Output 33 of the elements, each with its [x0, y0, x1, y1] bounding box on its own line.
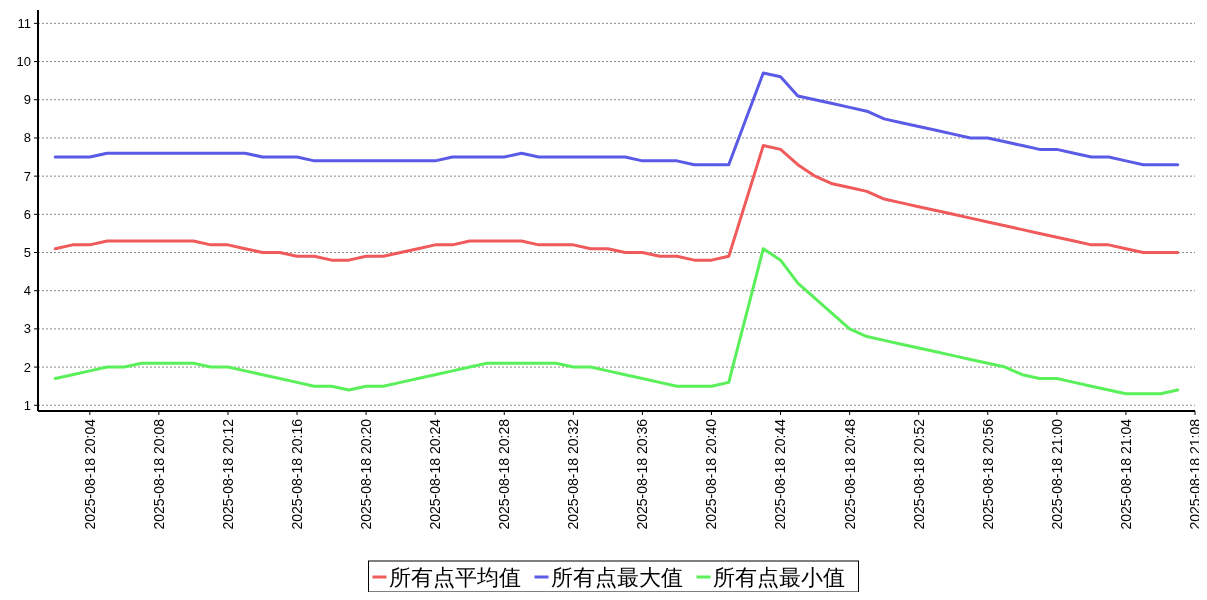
x-tick-label: 2025-08-18 20:20: [358, 418, 374, 530]
x-tick-label: 2025-08-18 20:40: [703, 418, 720, 530]
x-tick-label: 2025-08-18 20:04: [81, 418, 98, 530]
x-tick-label: 2025-08-18 20:24: [427, 418, 444, 530]
line-series: [53, 71, 1180, 167]
x-tick-label: 2025-08-18 20:28: [496, 418, 513, 530]
y-tick-label: 9: [23, 92, 31, 108]
y-tick-label: 2: [23, 359, 31, 375]
x-tick-label: 2025-08-18 20:32: [565, 418, 582, 530]
x-tick-label: 2025-08-18 21:04: [1117, 418, 1134, 530]
x-tick-label: 2025-08-18 20:36: [634, 418, 651, 530]
line-series: [53, 247, 1180, 396]
x-tick-label: 2025-08-18 20:16: [288, 418, 305, 530]
y-tick-label: 11: [17, 15, 31, 31]
line-series: [53, 144, 1180, 262]
y-tick-label: 5: [23, 245, 31, 261]
x-tick-label: 2025-08-18 20:44: [772, 418, 789, 530]
x-tick-label: 2025-08-18 21:00: [1048, 418, 1065, 530]
legend-label: 所有点平均值: [388, 564, 521, 590]
legend-label: 所有点最大值: [550, 564, 683, 590]
y-tick-label: 1: [23, 397, 31, 413]
y-tick-label: 7: [23, 168, 31, 184]
legend-label: 所有点最小值: [712, 564, 845, 590]
y-tick-label: 10: [16, 54, 31, 70]
y-tick-label: 8: [23, 130, 31, 146]
y-tick-label: 3: [23, 321, 31, 337]
x-tick-label: 2025-08-18 20:56: [979, 418, 996, 530]
x-tick-label: 2025-08-18 20:52: [910, 418, 927, 530]
x-tick-label: 2025-08-18 20:48: [841, 418, 858, 530]
x-tick-label: 2025-08-18 20:12: [219, 418, 236, 530]
y-tick-label: 4: [23, 283, 31, 299]
y-tick-label: 6: [23, 206, 31, 222]
x-tick-label: 2025-08-18 20:08: [150, 418, 167, 530]
